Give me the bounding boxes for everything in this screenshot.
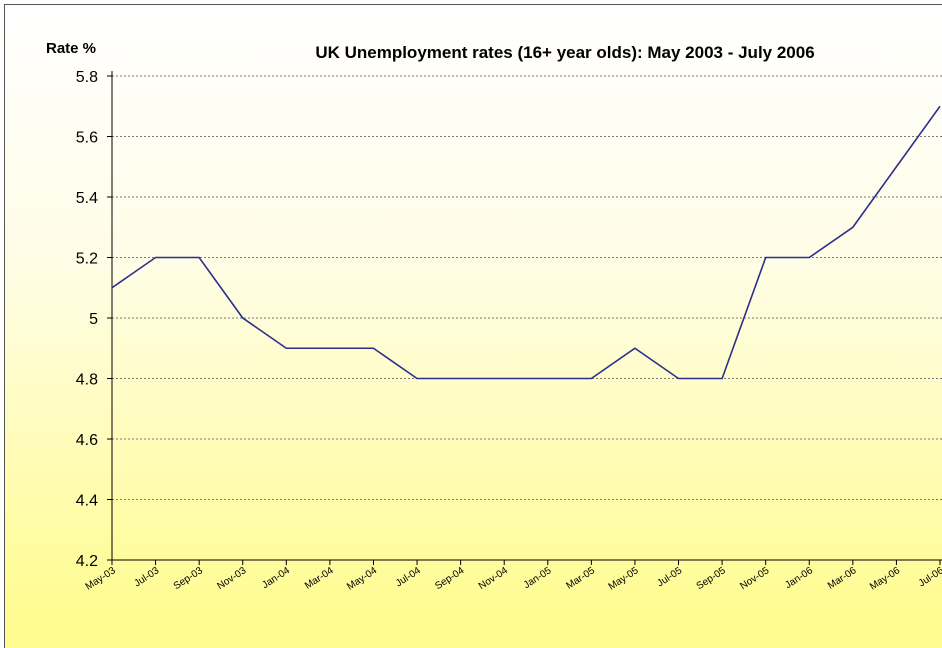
y-tick-labels: 4.2 4.4 4.6 4.8 5 5.2 5.4 5.6 5.8 xyxy=(76,69,98,570)
x-tick-label: May-04 xyxy=(345,565,379,593)
x-tick-label: Jul-03 xyxy=(132,565,161,589)
x-tick-label: Jan-04 xyxy=(260,565,292,591)
y-tick-label: 4.8 xyxy=(76,372,98,389)
axes xyxy=(107,71,942,565)
x-tick-label: Mar-06 xyxy=(826,565,859,592)
y-tick-label: 5 xyxy=(89,311,98,328)
y-tick-label: 5.2 xyxy=(76,251,98,268)
x-tick-label: Sep-04 xyxy=(433,565,466,592)
y-tick-label: 5.8 xyxy=(76,69,98,86)
line-chart: UK Unemployment rates (16+ year olds): M… xyxy=(46,40,942,593)
x-tick-label: Mar-05 xyxy=(564,565,597,592)
y-tick-label: 4.4 xyxy=(76,493,98,510)
x-tick-label: Jan-06 xyxy=(783,565,815,591)
x-tick-label: Nov-03 xyxy=(215,565,248,592)
x-tick-label: Sep-05 xyxy=(695,565,728,592)
x-tick-label: Sep-03 xyxy=(172,565,205,592)
x-tick-label: Jan-05 xyxy=(522,565,554,591)
x-tick-label: Jul-04 xyxy=(394,565,423,589)
y-tick-label: 5.4 xyxy=(76,190,98,207)
y-tick-label: 4.2 xyxy=(76,553,98,570)
y-tick-label: 5.6 xyxy=(76,130,98,147)
chart-title: UK Unemployment rates (16+ year olds): M… xyxy=(315,43,814,62)
x-tick-label: Mar-04 xyxy=(303,565,336,592)
x-tick-label: May-05 xyxy=(607,565,641,593)
x-tick-label: May-06 xyxy=(868,565,902,593)
x-tick-labels: May-03 Jul-03 Sep-03 Nov-03 Jan-04 Mar-04 May-… xyxy=(84,565,942,593)
x-tick-label: Jul-05 xyxy=(655,565,684,589)
x-tick-label: Nov-05 xyxy=(738,565,771,592)
y-tick-label: 4.6 xyxy=(76,432,98,449)
x-tick-label: Nov-04 xyxy=(477,565,510,592)
gridlines xyxy=(112,75,942,500)
chart-frame: UK Unemployment rates (16+ year olds): M… xyxy=(4,4,942,648)
series-lines xyxy=(111,105,941,380)
x-tick-label: Jul-06 xyxy=(917,565,942,589)
y-axis-label: Rate % xyxy=(46,40,96,57)
series-line xyxy=(111,105,941,380)
